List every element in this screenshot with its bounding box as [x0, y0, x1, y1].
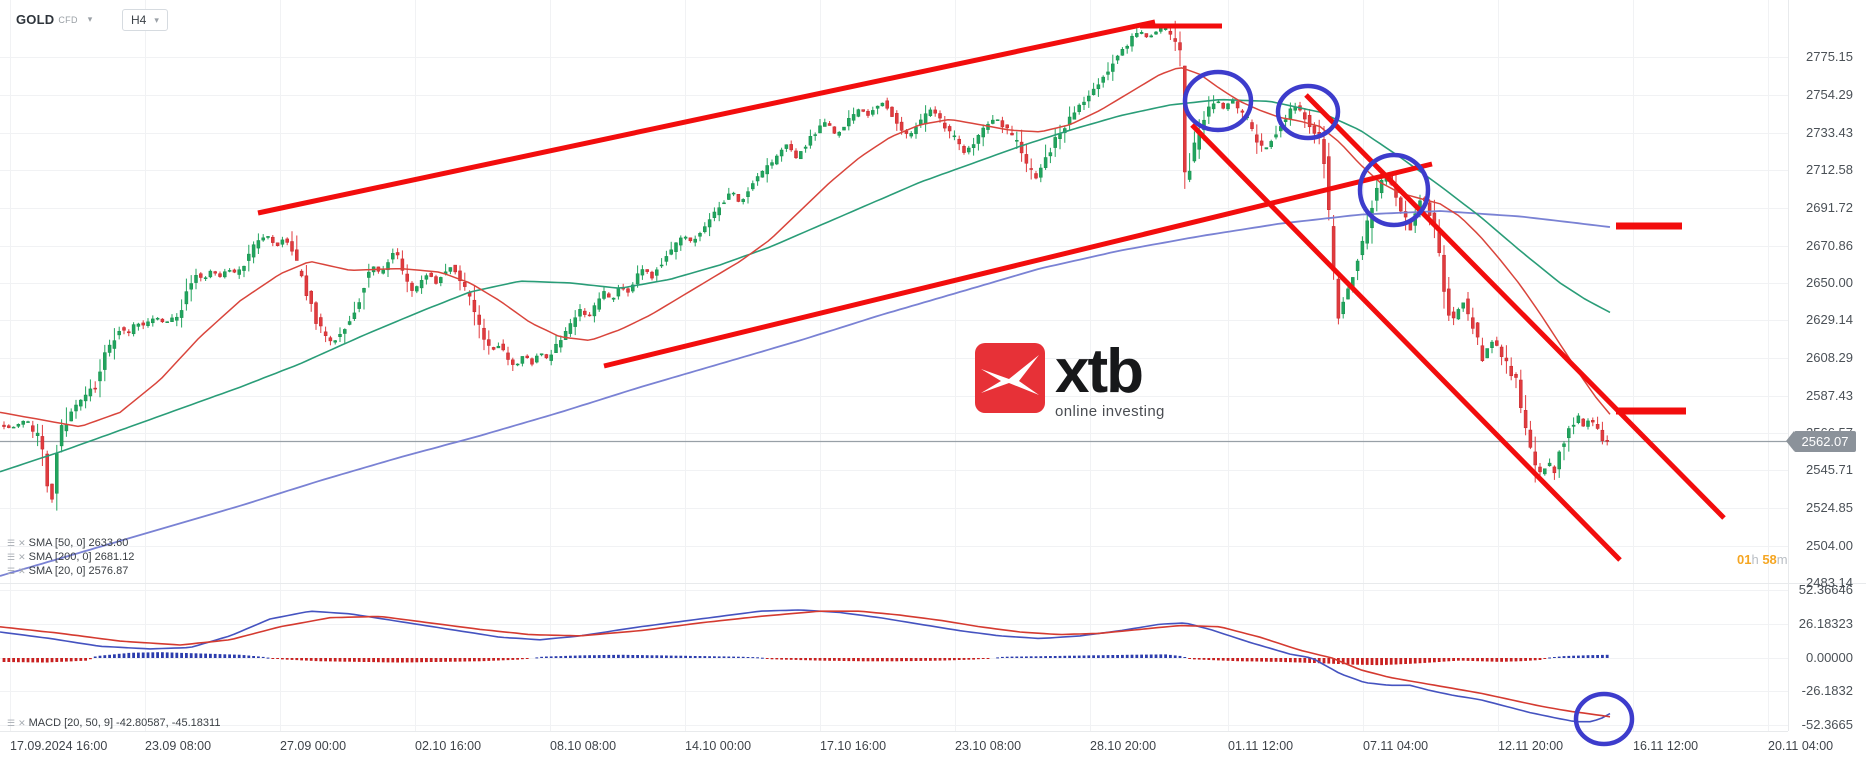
candles-layer — [2, 20, 1609, 511]
time-axis-label: 14.10 00:00 — [685, 739, 751, 753]
remove-indicator-icon[interactable]: ✕ — [18, 717, 26, 728]
xtb-brand-text: xtb — [1055, 337, 1144, 406]
price-axis-label: 2545.71 — [1806, 462, 1853, 477]
sma20-line — [0, 67, 1611, 428]
remove-indicator-icon[interactable]: ✕ — [18, 537, 26, 548]
trend-annotations — [257, 19, 1726, 562]
price-axis-label: 2504.00 — [1806, 538, 1853, 553]
consolidation-after-peak[interactable] — [1182, 69, 1254, 133]
settings-icon[interactable]: ☰ — [7, 717, 16, 728]
price-axis-label: 2754.29 — [1806, 87, 1853, 102]
xtb-x-icon — [981, 355, 1039, 395]
timeframe-value: H4 — [131, 13, 147, 27]
countdown-hours-unit: h — [1751, 552, 1759, 567]
macd-histogram — [2, 652, 1609, 666]
symbol-name: GOLD — [16, 11, 55, 27]
macd-axis-label: 52.36646 — [1799, 582, 1853, 597]
macd-legend-row: ☰ ✕ MACD [20, 50, 9] -42.80587, -45.1831… — [7, 716, 220, 729]
time-axis-label: 17.09.2024 16:00 — [10, 739, 107, 753]
macd-axis-label: -26.1832 — [1802, 683, 1853, 698]
price-axis-label: 2733.43 — [1806, 125, 1853, 140]
countdown-minutes: 58 — [1762, 552, 1777, 567]
countdown-hours: 01 — [1737, 552, 1752, 567]
grid-layer — [0, 0, 1866, 732]
time-axis-label: 20.11 04:00 — [1768, 739, 1833, 753]
macd-label: MACD [20, 50, 9] -42.80587, -45.18311 — [28, 716, 221, 729]
price-axis-label: 2483.14 — [1806, 575, 1853, 590]
price-axis-label: 2775.15 — [1806, 49, 1853, 64]
xtb-watermark: xtb online investing — [975, 337, 1165, 421]
ascending-support[interactable] — [603, 161, 1433, 369]
ascending-resistance[interactable] — [257, 19, 1156, 216]
price-axis-labels: 2775.15 2754.29 2733.43 2712.58 2691.72 2670.… — [1806, 49, 1853, 590]
price-axis-label: 2629.14 — [1806, 312, 1853, 327]
time-axis-label: 17.10 16:00 — [820, 739, 886, 753]
time-axis-label: 28.10 20:00 — [1090, 739, 1156, 753]
price-axis-label: 2691.72 — [1806, 200, 1853, 215]
time-axis-label: 08.10 08:00 — [550, 739, 616, 753]
timeframe-selector[interactable]: H4 ▾ — [122, 9, 168, 31]
sma20-label: SMA [20, 0] 2576.87 — [28, 564, 129, 577]
macd-lines — [0, 609, 1611, 723]
countdown-minutes-unit: m — [1776, 552, 1788, 567]
time-axis-label: 27.09 00:00 — [280, 739, 346, 753]
breakdown-retest[interactable] — [1357, 152, 1431, 228]
lower-high[interactable] — [1275, 83, 1341, 141]
settings-icon[interactable]: ☰ — [7, 537, 16, 548]
sma50-legend-row: ☰ ✕ SMA [50, 0] 2633.60 — [7, 536, 134, 549]
sma200-label: SMA [200, 0] 2681.12 — [28, 550, 135, 563]
sma200-line — [0, 210, 1611, 577]
xtb-tagline-text: online investing — [1055, 403, 1165, 420]
time-axis-label: 07.11 04:00 — [1363, 739, 1428, 753]
sma-lines — [0, 67, 1611, 577]
time-axis-label: 23.10 08:00 — [955, 739, 1021, 753]
symbol-selector[interactable]: GOLD CFD ▾ — [16, 8, 92, 30]
price-axis-label: 2670.86 — [1806, 238, 1853, 253]
price-axis-label: 2587.43 — [1806, 388, 1853, 403]
macd-signal-line — [0, 610, 1611, 718]
descending-channel-right[interactable] — [1304, 93, 1726, 520]
highlight-circles — [1182, 69, 1635, 747]
sma20-legend-row: ☰ ✕ SMA [20, 0] 2576.87 — [7, 564, 134, 577]
price-axis-label: 2712.58 — [1806, 162, 1853, 177]
settings-icon[interactable]: ☰ — [7, 551, 16, 562]
macd-legend: ☰ ✕ MACD [20, 50, 9] -42.80587, -45.1831… — [7, 716, 220, 729]
xtb-logo-icon — [975, 343, 1045, 413]
time-axis-label: 23.09 08:00 — [145, 739, 211, 753]
sma-legend: ☰ ✕ SMA [50, 0] 2633.60 ☰ ✕ SMA [200, 0]… — [7, 536, 134, 577]
symbol-market-type: CFD — [58, 15, 78, 25]
sma50-line — [0, 98, 1611, 473]
macd-axis-label: 26.18323 — [1799, 616, 1853, 631]
sma200-legend-row: ☰ ✕ SMA [200, 0] 2681.12 — [7, 550, 134, 563]
time-axis-label: 02.10 16:00 — [415, 739, 481, 753]
macd-axis-label: 0.00000 — [1806, 650, 1853, 665]
time-axis-label: 01.11 12:00 — [1228, 739, 1293, 753]
xtb-wordmark: xtb online investing — [1055, 337, 1165, 421]
time-axis-labels: 17.09.2024 16:00 23.09 08:00 27.09 00:00 02… — [10, 739, 1833, 753]
macd-axis-label: -52.3665 — [1802, 717, 1853, 732]
macd-line — [0, 609, 1611, 723]
current-price-badge: 2562.07 — [1786, 431, 1856, 452]
candle-countdown: 01h 58m — [1737, 552, 1788, 567]
remove-indicator-icon[interactable]: ✕ — [18, 551, 26, 562]
price-axis-label: 2524.85 — [1806, 500, 1853, 515]
settings-icon[interactable]: ☰ — [7, 565, 16, 576]
price-axis-label: 2608.29 — [1806, 350, 1853, 365]
descending-channel-left[interactable] — [1190, 123, 1622, 562]
time-axis-label: 12.11 20:00 — [1498, 739, 1563, 753]
sma50-label: SMA [50, 0] 2633.60 — [28, 536, 129, 549]
macd-axis-labels: 52.36646 26.18323 0.00000 -26.1832 -52.3665 — [1799, 582, 1853, 732]
price-axis-label: 2650.00 — [1806, 275, 1853, 290]
macd-bullish-cross[interactable] — [1573, 691, 1635, 747]
chevron-down-icon[interactable]: ▾ — [87, 14, 93, 24]
remove-indicator-icon[interactable]: ✕ — [18, 565, 26, 576]
time-axis-label: 16.11 12:00 — [1633, 739, 1698, 753]
chevron-down-icon[interactable]: ▾ — [154, 14, 159, 25]
